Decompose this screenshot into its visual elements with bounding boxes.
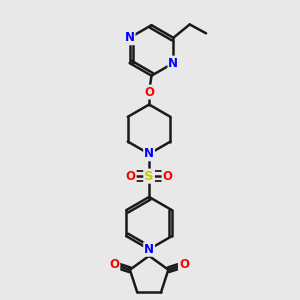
Text: N: N <box>124 31 135 44</box>
Text: O: O <box>163 170 172 183</box>
Text: O: O <box>144 85 154 98</box>
Text: N: N <box>168 57 178 70</box>
Text: O: O <box>109 258 119 271</box>
Text: O: O <box>179 258 189 271</box>
Text: N: N <box>144 243 154 256</box>
Text: S: S <box>144 170 154 183</box>
Text: O: O <box>126 170 136 183</box>
Text: N: N <box>144 147 154 161</box>
